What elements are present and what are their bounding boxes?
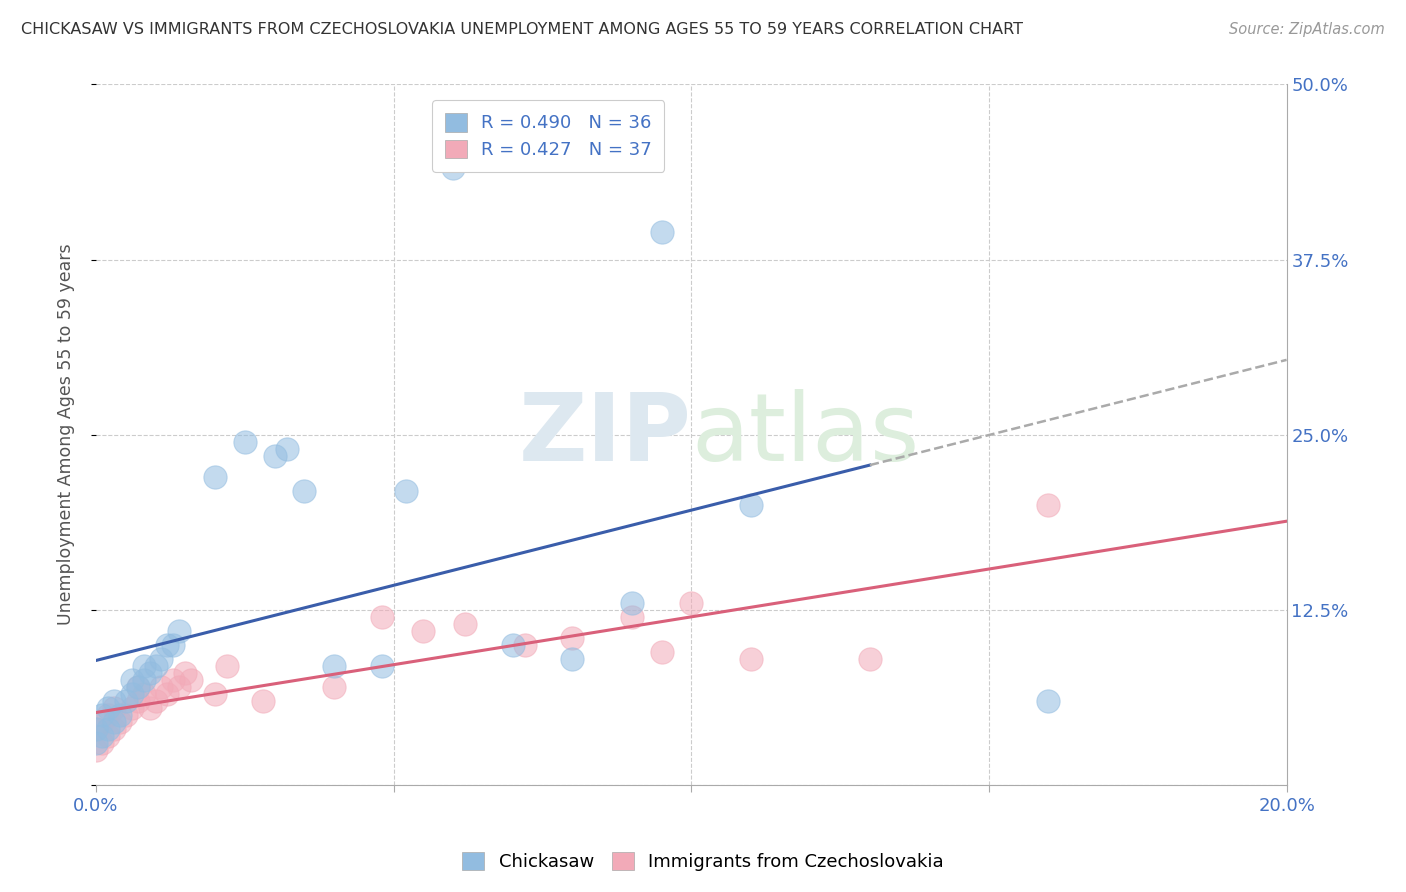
Point bbox=[454, 616, 477, 631]
Point bbox=[127, 680, 149, 694]
Point bbox=[169, 624, 191, 638]
Point bbox=[132, 687, 155, 701]
Point bbox=[651, 225, 673, 239]
Point bbox=[620, 609, 643, 624]
Point bbox=[394, 483, 416, 498]
Point bbox=[121, 673, 143, 687]
Point bbox=[561, 651, 583, 665]
Point bbox=[150, 651, 173, 665]
Point bbox=[263, 449, 285, 463]
Point bbox=[145, 694, 167, 708]
Point bbox=[121, 687, 143, 701]
Point bbox=[204, 469, 226, 483]
Point bbox=[412, 624, 434, 638]
Point bbox=[114, 694, 136, 708]
Point bbox=[145, 658, 167, 673]
Point bbox=[174, 665, 197, 680]
Point bbox=[169, 680, 191, 694]
Point bbox=[91, 729, 114, 743]
Point bbox=[138, 700, 160, 714]
Point bbox=[150, 680, 173, 694]
Point bbox=[108, 707, 131, 722]
Point bbox=[740, 498, 762, 512]
Point bbox=[121, 700, 143, 714]
Point bbox=[292, 483, 315, 498]
Point bbox=[127, 680, 149, 694]
Point bbox=[323, 680, 346, 694]
Point bbox=[215, 658, 238, 673]
Point bbox=[180, 673, 202, 687]
Point bbox=[233, 434, 256, 449]
Point bbox=[162, 673, 184, 687]
Point bbox=[620, 596, 643, 610]
Point bbox=[513, 638, 536, 652]
Point bbox=[1038, 694, 1060, 708]
Point bbox=[91, 707, 114, 722]
Point bbox=[132, 673, 155, 687]
Point bbox=[441, 161, 464, 176]
Point bbox=[323, 658, 346, 673]
Point bbox=[108, 714, 131, 729]
Point bbox=[156, 638, 179, 652]
Point bbox=[859, 651, 882, 665]
Point bbox=[1038, 498, 1060, 512]
Point bbox=[681, 596, 703, 610]
Point bbox=[561, 631, 583, 645]
Text: Source: ZipAtlas.com: Source: ZipAtlas.com bbox=[1229, 22, 1385, 37]
Point bbox=[84, 722, 107, 736]
Point bbox=[97, 722, 120, 736]
Point bbox=[103, 694, 125, 708]
Point bbox=[97, 700, 120, 714]
Legend: Chickasaw, Immigrants from Czechoslovakia: Chickasaw, Immigrants from Czechoslovaki… bbox=[456, 845, 950, 879]
Legend: R = 0.490   N = 36, R = 0.427   N = 37: R = 0.490 N = 36, R = 0.427 N = 37 bbox=[433, 101, 665, 171]
Point bbox=[740, 651, 762, 665]
Point bbox=[162, 638, 184, 652]
Point bbox=[204, 687, 226, 701]
Point bbox=[502, 638, 524, 652]
Point bbox=[103, 722, 125, 736]
Point bbox=[91, 714, 114, 729]
Point bbox=[114, 707, 136, 722]
Y-axis label: Unemployment Among Ages 55 to 59 years: Unemployment Among Ages 55 to 59 years bbox=[58, 244, 75, 625]
Point bbox=[138, 665, 160, 680]
Text: atlas: atlas bbox=[692, 389, 920, 481]
Point bbox=[84, 743, 107, 757]
Point bbox=[97, 729, 120, 743]
Point bbox=[127, 694, 149, 708]
Text: CHICKASAW VS IMMIGRANTS FROM CZECHOSLOVAKIA UNEMPLOYMENT AMONG AGES 55 TO 59 YEA: CHICKASAW VS IMMIGRANTS FROM CZECHOSLOVA… bbox=[21, 22, 1024, 37]
Point bbox=[156, 687, 179, 701]
Point bbox=[371, 658, 394, 673]
Point bbox=[84, 722, 107, 736]
Point bbox=[371, 609, 394, 624]
Text: ZIP: ZIP bbox=[519, 389, 692, 481]
Point bbox=[276, 442, 298, 456]
Point bbox=[132, 658, 155, 673]
Point bbox=[84, 736, 107, 750]
Point bbox=[651, 645, 673, 659]
Point bbox=[97, 707, 120, 722]
Point bbox=[252, 694, 274, 708]
Point bbox=[103, 714, 125, 729]
Point bbox=[103, 700, 125, 714]
Point bbox=[91, 736, 114, 750]
